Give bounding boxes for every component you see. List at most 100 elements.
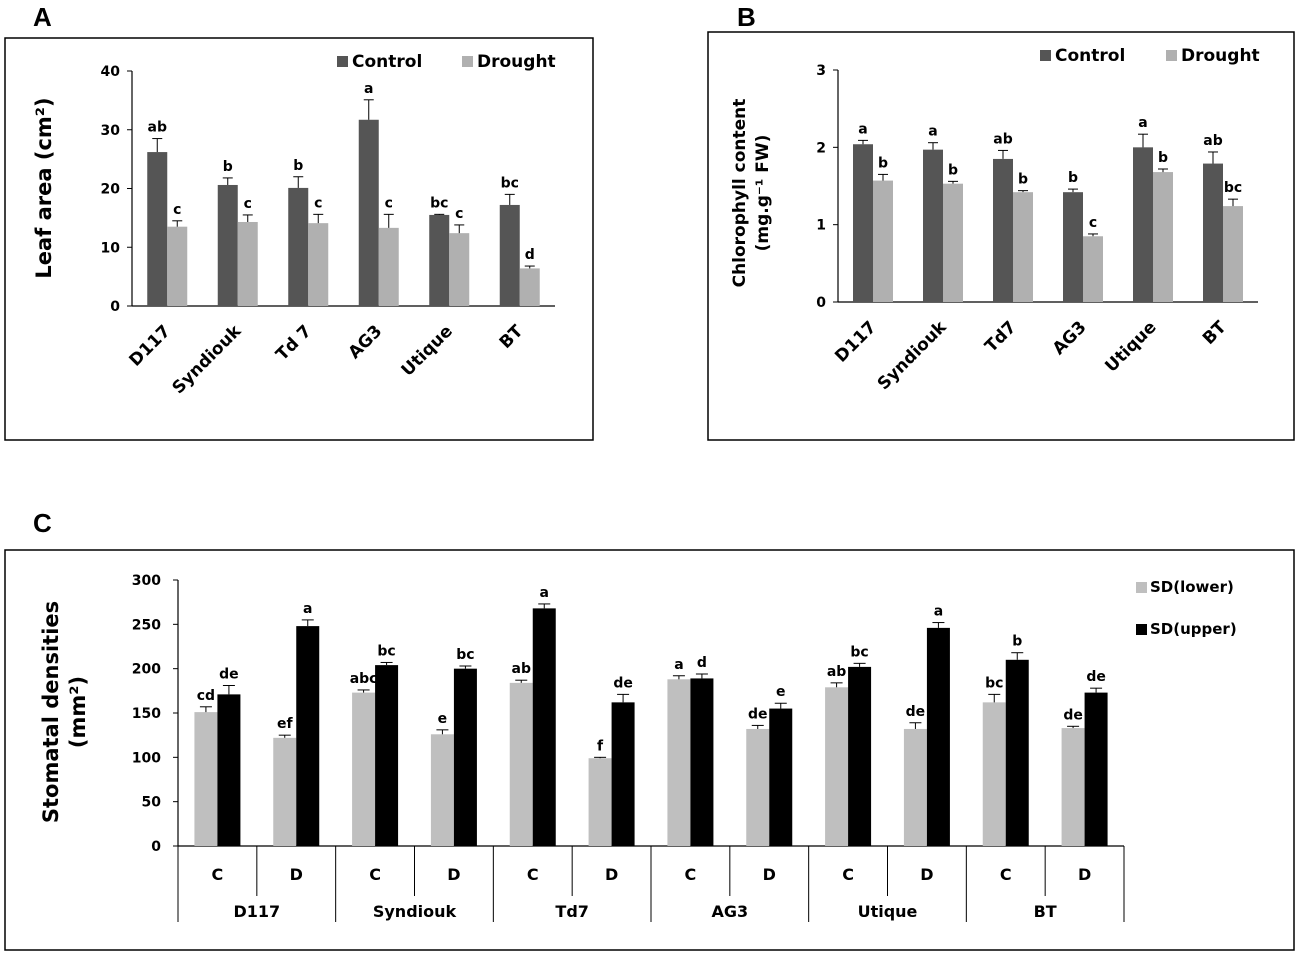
bar-drought (1153, 172, 1173, 302)
bar-sd-lower (273, 737, 297, 846)
bar-drought (873, 180, 893, 302)
bar-sd-lower (352, 692, 376, 846)
x-tick-label: Syndiouk (169, 321, 246, 398)
x-group-label: AG3 (712, 902, 749, 921)
bar-sd-lower (430, 734, 454, 846)
bar-drought (378, 227, 399, 306)
significance-label: e (776, 684, 786, 700)
y-axis-label: Stomatal densities (39, 601, 63, 823)
bar-sd-upper (1084, 692, 1108, 846)
x-tick-label: BT (496, 321, 528, 353)
legend-label: Drought (477, 52, 556, 72)
legend-swatch-control (337, 56, 348, 67)
significance-label: a (674, 657, 683, 673)
legend-label: SD(upper) (1150, 620, 1237, 638)
bar-sd-upper (217, 694, 241, 846)
x-tick-label: D117 (126, 321, 175, 370)
significance-label: b (223, 159, 233, 175)
bar-drought (1013, 192, 1033, 302)
bar-drought (237, 221, 258, 306)
y-tick-label: 200 (132, 662, 161, 678)
significance-label: b (948, 162, 958, 178)
significance-label: bc (430, 195, 448, 211)
bar-drought (943, 183, 963, 302)
significance-label: a (858, 121, 867, 137)
bar-control (429, 214, 450, 306)
y-axis-label: Chlorophyll content (730, 99, 750, 288)
significance-label: c (244, 196, 252, 212)
bar-sd-upper (453, 668, 477, 846)
y-tick-label: 30 (101, 123, 121, 139)
significance-label: bc (850, 644, 868, 660)
significance-label: c (385, 195, 393, 211)
x-subcategory-label: C (527, 865, 539, 884)
y-axis-label-units: (mg.g⁻¹ FW) (753, 135, 773, 252)
significance-label: abc (350, 671, 378, 687)
panel-b-frame (707, 31, 1295, 441)
bar-sd-upper (611, 702, 635, 846)
significance-label: a (303, 601, 312, 617)
significance-label: bc (985, 675, 1003, 691)
panel-c-frame (4, 549, 1295, 951)
y-axis-label: Leaf area (cm²) (32, 97, 56, 278)
x-group-label: Td7 (555, 902, 589, 921)
bar-drought (519, 268, 540, 306)
x-tick-label: AG3 (345, 321, 387, 363)
x-subcategory-label: D (1078, 865, 1091, 884)
y-tick-label: 3 (816, 63, 826, 79)
bar-control (147, 152, 168, 306)
significance-label: a (364, 81, 373, 97)
x-subcategory-label: D (447, 865, 460, 884)
y-tick-label: 40 (101, 64, 121, 80)
x-tick-label: AG3 (1049, 317, 1091, 359)
bar-sd-lower (825, 687, 849, 846)
significance-label: a (540, 585, 549, 601)
panel-a-frame (4, 37, 594, 441)
y-axis-label-units: (mm²) (66, 676, 90, 748)
bar-drought (1223, 206, 1243, 302)
significance-label: d (697, 655, 707, 671)
significance-label: de (1063, 707, 1083, 723)
panel-label-a: A (33, 2, 52, 32)
significance-label: a (934, 604, 943, 620)
x-tick-label: Syndiouk (874, 317, 951, 394)
y-tick-label: 0 (816, 295, 826, 311)
x-subcategory-label: D (605, 865, 618, 884)
x-tick-label: Td 7 (272, 321, 315, 364)
y-tick-label: 1 (816, 218, 826, 234)
x-subcategory-label: C (685, 865, 697, 884)
bar-drought (1083, 236, 1103, 302)
significance-label: b (1012, 634, 1022, 650)
y-tick-label: 20 (101, 182, 121, 198)
significance-label: bc (377, 643, 395, 659)
significance-label: a (1138, 115, 1147, 131)
significance-label: bc (456, 647, 474, 663)
bar-sd-lower (194, 712, 218, 846)
x-subcategory-label: D (290, 865, 303, 884)
bar-control (993, 158, 1013, 302)
x-subcategory-label: D (920, 865, 933, 884)
bar-control (1203, 163, 1223, 302)
x-group-label: BT (1034, 902, 1057, 921)
legend-swatch-drought (1166, 50, 1177, 61)
bar-sd-upper (296, 626, 320, 846)
significance-label: d (525, 247, 535, 263)
y-tick-label: 0 (110, 299, 120, 315)
bar-sd-upper (926, 627, 950, 846)
legend-swatch-drought (462, 56, 473, 67)
bar-sd-lower (982, 702, 1006, 846)
significance-label: b (1158, 150, 1168, 166)
x-tick-label: Utique (398, 321, 457, 380)
bar-sd-upper (532, 608, 556, 846)
bar-sd-lower (667, 679, 691, 846)
x-tick-label: D117 (831, 317, 880, 366)
bar-sd-upper (690, 678, 714, 846)
legend-label: Control (1055, 46, 1125, 66)
bar-control (923, 149, 943, 302)
legend-swatch-control (1040, 50, 1051, 61)
significance-label: cd (197, 688, 215, 704)
significance-label: a (928, 124, 937, 140)
bar-sd-lower (903, 728, 927, 846)
bar-sd-upper (1005, 659, 1029, 846)
chart-c: 0 50 100 150 200 250 300 Stomatal densities (mm²… (39, 573, 1237, 922)
